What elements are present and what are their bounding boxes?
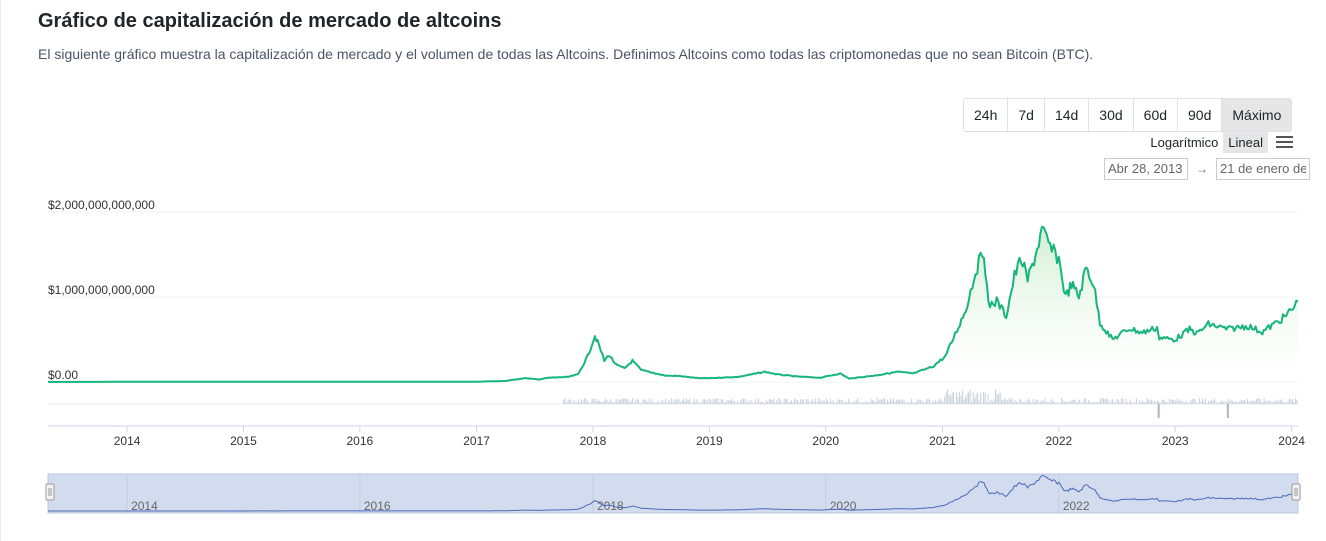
range-button-60d[interactable]: 60d: [1133, 99, 1179, 131]
x-tick-label: 2018: [580, 434, 607, 448]
volume-bars: [563, 389, 1298, 404]
navigator-selection[interactable]: [47, 473, 1299, 514]
scale-selector: Logarítmico Lineal: [1145, 130, 1298, 154]
y-tick-label: $0.00: [48, 368, 78, 382]
x-tick-label: 2022: [1045, 434, 1072, 448]
x-tick-label: 2015: [230, 434, 257, 448]
x-tick-label: 2017: [463, 434, 490, 448]
range-button-90d[interactable]: 90d: [1178, 99, 1223, 131]
x-tick-label: 2014: [114, 434, 141, 448]
x-tick-label: 2020: [812, 434, 839, 448]
navigator-tick-label: 2014: [131, 499, 158, 513]
range-button-7d[interactable]: 7d: [1008, 99, 1045, 131]
page-description: El siguiente gráfico muestra la capitali…: [38, 46, 1094, 62]
date-range-inputs: →: [1104, 158, 1310, 180]
navigator-tick-label: 2018: [597, 499, 624, 513]
range-button-14d[interactable]: 14d: [1044, 99, 1090, 131]
market-cap-line: [48, 225, 1299, 383]
time-range-selector: 24h 7d 14d 30d 60d 90d Máximo: [963, 98, 1293, 132]
y-tick-label: $1,000,000,000,000: [48, 283, 155, 297]
page-title: Gráfico de capitalización de mercado de …: [38, 10, 502, 32]
range-button-24h[interactable]: 24h: [964, 99, 1009, 131]
hamburger-menu-icon[interactable]: [1276, 131, 1298, 153]
scale-button-linear[interactable]: Lineal: [1223, 131, 1268, 153]
date-from-input[interactable]: [1104, 158, 1188, 180]
page-left-border: [0, 0, 1, 541]
y-tick-label: $2,000,000,000,000: [48, 198, 155, 212]
market-cap-area: [48, 226, 1298, 382]
navigator-tick-label: 2022: [1063, 499, 1090, 513]
x-tick-label: 2023: [1162, 434, 1189, 448]
navigator-tick-label: 2016: [364, 499, 391, 513]
range-button-max[interactable]: Máximo: [1222, 99, 1292, 131]
navigator-series-line: [48, 475, 1298, 512]
x-tick-label: 2024: [1278, 434, 1305, 448]
date-to-input[interactable]: [1216, 158, 1310, 180]
navigator-right-handle[interactable]: [1291, 483, 1301, 501]
x-tick-label: 2021: [929, 434, 956, 448]
navigator-left-handle[interactable]: [45, 483, 55, 501]
range-button-30d[interactable]: 30d: [1089, 99, 1134, 131]
navigator-tick-label: 2020: [830, 499, 857, 513]
x-tick-label: 2019: [696, 434, 723, 448]
scale-button-log[interactable]: Logarítmico: [1150, 134, 1219, 150]
arrow-right-icon: →: [1196, 162, 1208, 176]
x-tick-label: 2016: [347, 434, 374, 448]
